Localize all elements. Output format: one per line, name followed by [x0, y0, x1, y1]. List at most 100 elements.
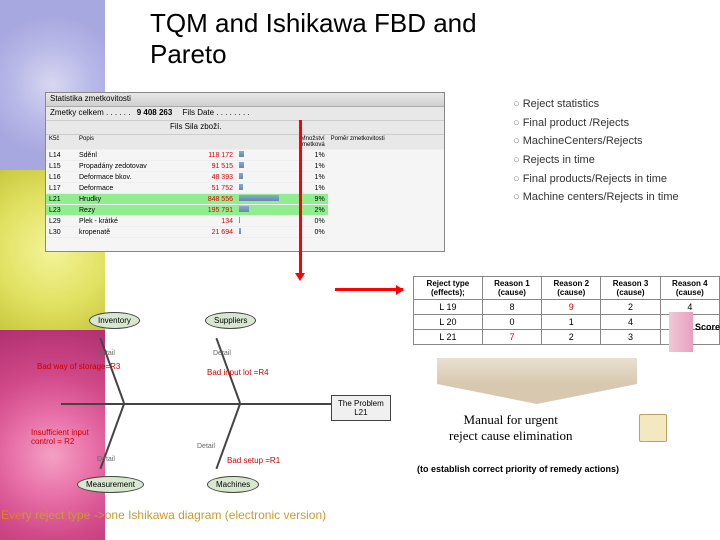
ss-row: L30kropenatě21 6940% [46, 227, 444, 238]
screenshot-header2: Fils Sila zboží. [46, 121, 444, 135]
ish-label-r3: Bad way of storage=R3 [37, 362, 120, 371]
header-left: Zmetky celkem . . . . . . [50, 108, 130, 117]
screenshot-table: K5čPopisMnožství zmetkováPomĕr zmetkovit… [46, 135, 444, 238]
reasons-cell: 8 [482, 300, 541, 315]
reasons-cell: 4 [601, 315, 660, 330]
ishikawa-node-suppliers: Suppliers [205, 312, 256, 329]
reasons-cell: L 19 [414, 300, 483, 315]
ss-cell: Deformace [76, 183, 186, 194]
ishikawa-node-machines: Machines [207, 476, 259, 493]
ss-col-header [186, 135, 236, 150]
ishikawa-diagram: Inventory Suppliers Measurement Machines… [31, 310, 411, 500]
ish-label-r1: Bad setup =R1 [227, 456, 280, 465]
ss-row: L23Rezy195 7912% [46, 205, 444, 216]
ss-row: L16Deformace bkov.48 3931% [46, 172, 444, 183]
ss-cell [236, 227, 296, 238]
r2-l2: control = R2 [31, 437, 74, 446]
reasons-header: Reject type (effects); [414, 277, 483, 300]
ss-cell: Sděnl [76, 150, 186, 161]
title-line-1: TQM and Ishikawa FBD and [150, 8, 477, 38]
header-mid: Fils Date . . . . . . . . [183, 108, 250, 117]
app-screenshot: Statistika zmetkovitosti Zmetky celkem .… [45, 92, 445, 252]
ss-col-header: Popis [76, 135, 186, 150]
ss-cell: L17 [46, 183, 76, 194]
reasons-cell: 3 [601, 330, 660, 345]
reasons-cell: 0 [482, 315, 541, 330]
ss-cell: kropenatě [76, 227, 186, 238]
content-area: TQM and Ishikawa FBD and Pareto Statisti… [105, 0, 720, 540]
header-right: Fils Sila zboží. [170, 122, 222, 131]
ss-cell: 21 694 [186, 227, 236, 238]
reasons-cell: L 20 [414, 315, 483, 330]
ish-detail-2: Detail [213, 350, 231, 357]
reasons-cell: 1 [542, 315, 601, 330]
ish-label-r4: Bad input lot =R4 [207, 368, 269, 377]
ss-cell: Hrudky [76, 194, 186, 205]
ss-cell: Rezy [76, 205, 186, 216]
score-highlight [669, 312, 693, 352]
score-label: Score [695, 322, 720, 332]
ss-cell [236, 183, 296, 194]
ss-cell: 118 172 [186, 150, 236, 161]
ss-cell: L30 [46, 227, 76, 238]
reasons-header: Reason 4 (cause) [660, 277, 719, 300]
reasons-cell: 9 [542, 300, 601, 315]
reasons-cell: 7 [482, 330, 541, 345]
problem-l2: L21 [354, 408, 367, 417]
manual-line-2: reject cause elimination [449, 428, 572, 443]
ss-row: L17Deformace51 7521% [46, 183, 444, 194]
ss-row: L21Hrudky848 5569% [46, 194, 444, 205]
ss-cell: L16 [46, 172, 76, 183]
reasons-header: Reason 1 (cause) [482, 277, 541, 300]
ss-cell: 134 [186, 216, 236, 227]
ss-cell: 48 393 [186, 172, 236, 183]
down-arrow-shape [437, 358, 637, 404]
ss-col-header [236, 135, 296, 150]
ss-cell: Deformace bkov. [76, 172, 186, 183]
problem-l1: The Problem [338, 399, 384, 408]
ish-spine [61, 403, 331, 405]
ss-cell: 848 556 [186, 194, 236, 205]
ss-row: L29Plek - krátké1340% [46, 216, 444, 227]
reasons-header: Reason 3 (cause) [601, 277, 660, 300]
ish-detail-4: Detail [197, 443, 215, 450]
red-arrow-right [335, 288, 403, 291]
bottom-caption: Every reject type ->one Ishikawa diagram… [1, 508, 326, 522]
ish-label-r2: Insufficient input control = R2 [31, 428, 89, 446]
ish-detail-1: Detail [97, 350, 115, 357]
slide-title: TQM and Ishikawa FBD and Pareto [150, 8, 477, 70]
reasons-cell: 2 [542, 330, 601, 345]
ss-cell: L15 [46, 161, 76, 172]
manual-line-1: Manual for urgent [464, 412, 558, 427]
reasons-header: Reason 2 (cause) [542, 277, 601, 300]
ss-row: L14Sděnl118 1721% [46, 150, 444, 161]
ss-cell: L14 [46, 150, 76, 161]
ss-cell: Propadány zedotovav [76, 161, 186, 172]
ss-row: L15Propadány zedotovav91 5151% [46, 161, 444, 172]
priority-text: (to establish correct priority of remedy… [417, 464, 619, 474]
red-arrow-down [299, 120, 302, 275]
ss-cell [236, 216, 296, 227]
report-item: Final product /Rejects [513, 114, 713, 133]
reasons-cell: 2 [601, 300, 660, 315]
ss-cell [236, 150, 296, 161]
ss-cell: L21 [46, 194, 76, 205]
ss-cell: Plek - krátké [76, 216, 186, 227]
ss-col-header: K5č [46, 135, 76, 150]
caption-prefix: Eve [1, 508, 22, 522]
reasons-cell: L 21 [414, 330, 483, 345]
manual-icon [639, 414, 667, 442]
report-item: Final products/Rejects in time [513, 170, 713, 189]
screenshot-titlebar: Statistika zmetkovitosti [46, 93, 444, 107]
ish-detail-3: Detail [97, 456, 115, 463]
ishikawa-node-inventory: Inventory [89, 312, 140, 329]
report-item: Reject statistics [513, 95, 713, 114]
ss-cell: 91 515 [186, 161, 236, 172]
ss-cell [236, 172, 296, 183]
manual-text: Manual for urgent reject cause eliminati… [449, 412, 572, 443]
ss-cell: L23 [46, 205, 76, 216]
screenshot-header: Zmetky celkem . . . . . . 9 408 263 Fils… [46, 107, 444, 121]
ss-cell [236, 205, 296, 216]
ss-col-header: Pomĕr zmetkovitosti [328, 135, 444, 150]
ss-cell: L29 [46, 216, 76, 227]
